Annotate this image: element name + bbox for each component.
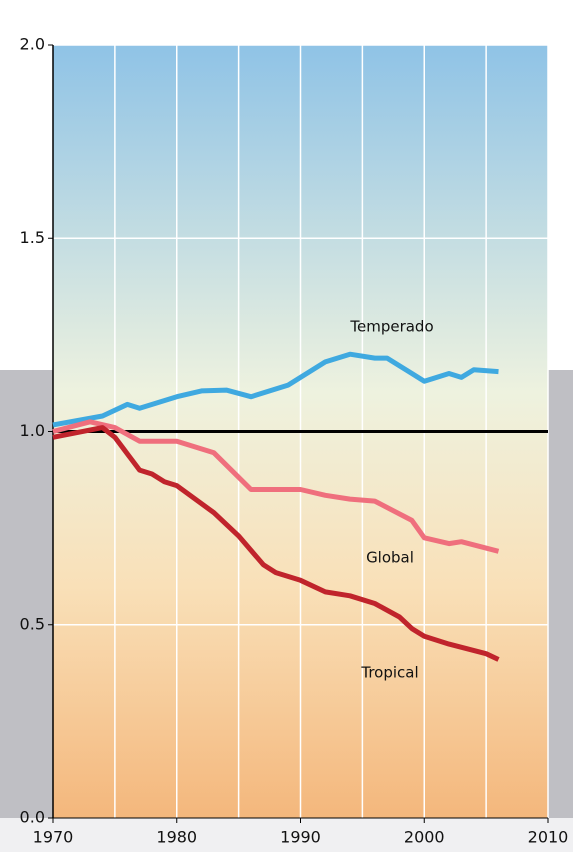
y-tick-label: 0.5 <box>20 614 45 633</box>
y-tick-label: 1.0 <box>20 421 45 440</box>
y-tick-label: 2.0 <box>20 35 45 54</box>
x-tick-label: 1970 <box>33 828 74 847</box>
x-tick-label: 1990 <box>280 828 321 847</box>
series-label: Temperado <box>349 318 433 336</box>
series-label: Tropical <box>360 664 418 682</box>
y-tick-label: 1.5 <box>20 228 45 247</box>
series-label: Global <box>366 549 414 567</box>
x-tick-label: 2000 <box>404 828 445 847</box>
chart: 1970 1980 1990 2000 2010 0.0 0.5 1.0 1.5 2.0 Tempe… <box>0 0 573 852</box>
y-tick-label: 0.0 <box>20 808 45 827</box>
x-tick-label: 2010 <box>528 828 569 847</box>
x-tick-label: 1980 <box>156 828 197 847</box>
